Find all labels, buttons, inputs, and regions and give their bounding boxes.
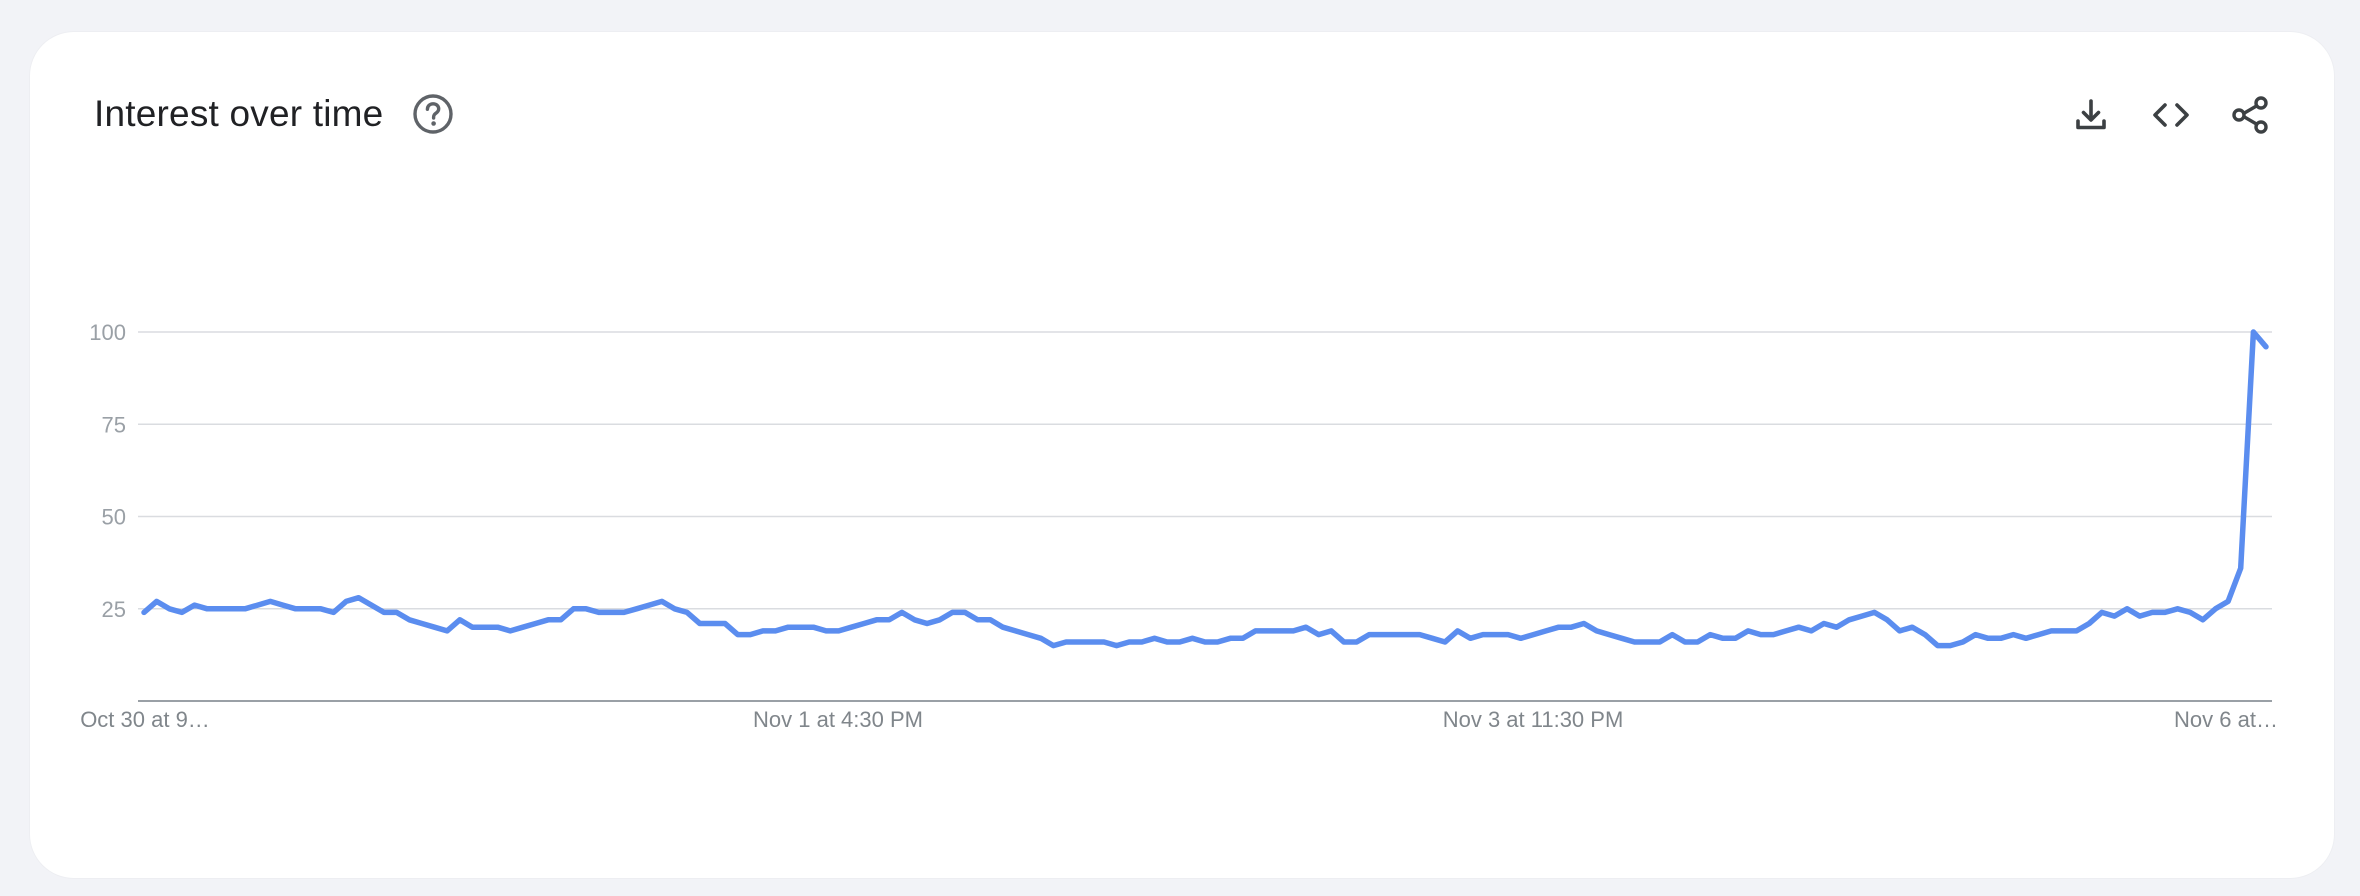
embed-code-icon[interactable] — [2150, 94, 2192, 136]
x-tick-label-3: Nov 6 at… — [2174, 707, 2278, 732]
download-icon[interactable] — [2070, 94, 2112, 136]
x-tick-label-1: Nov 1 at 4:30 PM — [753, 707, 923, 732]
y-tick-label-25: 25 — [102, 597, 126, 622]
card-title: Interest over time — [94, 93, 384, 134]
interest-over-time-card: Interest over time — [30, 32, 2334, 878]
help-circle-icon[interactable] — [411, 92, 455, 136]
card-actions — [2070, 94, 2272, 136]
card-header: Interest over time — [94, 92, 455, 136]
x-tick-label-0: Oct 30 at 9… — [80, 707, 210, 732]
series-line-interest — [141, 329, 2269, 649]
x-tick-label-2: Nov 3 at 11:30 PM — [1443, 707, 1624, 732]
line-chart: 25 50 75 100 Oct 30 at 9… Nov 1 at 4:30 PM Nov… — [80, 320, 2278, 732]
share-icon[interactable] — [2230, 94, 2272, 136]
y-tick-label-100: 100 — [89, 320, 126, 345]
y-tick-label-75: 75 — [102, 412, 126, 437]
y-tick-label-50: 50 — [102, 505, 126, 530]
